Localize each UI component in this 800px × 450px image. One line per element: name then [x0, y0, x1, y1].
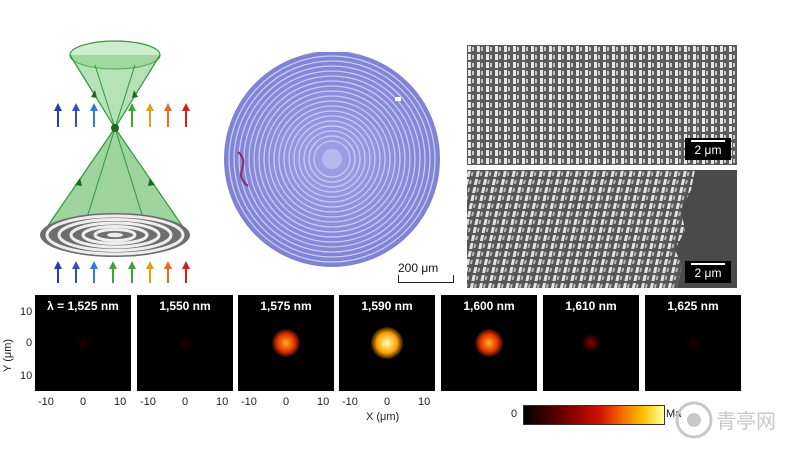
x-tick-label: 10 — [418, 396, 431, 408]
y-axis-label: Y (μm) — [2, 338, 14, 372]
sem-image-top: 2 μm — [467, 45, 737, 165]
lower-cone — [45, 128, 185, 230]
panel-wavelength-label: λ = 1,525 nm — [47, 299, 119, 313]
focal-panel: 1,550 nm — [137, 295, 233, 391]
colorbar-min-label: 0 — [511, 408, 518, 420]
focal-spot — [371, 327, 403, 359]
optical-micrograph: 200 μm — [210, 51, 460, 283]
sem-bottom-scale-label: 2 μm — [694, 266, 722, 280]
panel-wavelength-label: 1,625 nm — [667, 299, 719, 313]
watermark-logo: 青亭网 — [672, 398, 788, 442]
focal-spot — [581, 333, 601, 353]
x-tick-label: 0 — [283, 396, 290, 408]
focal-spot — [271, 328, 301, 358]
panel-wavelength-label: 1,610 nm — [565, 299, 617, 313]
micrograph-scale-bar: 200 μm — [398, 261, 454, 283]
y-tick-label: 10 — [20, 306, 33, 318]
colorbar — [523, 405, 665, 425]
upper-cone — [70, 55, 160, 128]
sem-bottom-scale-bar: 2 μm — [685, 261, 731, 283]
x-tick-label: -10 — [140, 396, 156, 408]
focal-spot — [75, 335, 91, 351]
focal-panel: 1,575 nm — [238, 295, 334, 391]
x-tick-label: 10 — [216, 396, 229, 408]
x-tick-label: -10 — [342, 396, 358, 408]
micrograph-scale-label: 200 μm — [398, 261, 439, 275]
x-tick-label: 0 — [182, 396, 189, 408]
x-tick-label: 10 — [317, 396, 330, 408]
x-tick-label: 0 — [384, 396, 391, 408]
incident-arrows-bottom — [54, 261, 190, 283]
panel-wavelength-label: 1,550 nm — [159, 299, 211, 313]
focal-panel: 1,625 nm — [645, 295, 741, 391]
y-tick-label: 0 — [26, 337, 33, 349]
focal-spot — [474, 328, 504, 358]
focal-panel: 1,610 nm — [543, 295, 639, 391]
incident-arrows-top — [54, 103, 190, 127]
focal-point — [111, 124, 119, 132]
x-tick-label: 10 — [114, 396, 127, 408]
metalens-rings — [40, 213, 190, 257]
svg-text:青亭网: 青亭网 — [716, 409, 776, 433]
x-axis-label: X (μm) — [366, 411, 400, 423]
x-tick-label: -10 — [241, 396, 257, 408]
sem-top-scale-bar: 2 μm — [685, 138, 731, 160]
panel-wavelength-label: 1,575 nm — [260, 299, 312, 313]
x-tick-label: -10 — [38, 396, 54, 408]
focal-panel: λ = 1,525 nm — [35, 295, 131, 391]
y-tick-label: 10 — [20, 370, 33, 382]
sem-top-scale-label: 2 μm — [694, 143, 722, 157]
sem-image-bottom: 2 μm — [467, 170, 737, 288]
micrograph-image — [224, 51, 440, 267]
x-tick-label: 0 — [80, 396, 87, 408]
focal-spot — [685, 335, 701, 351]
panel-wavelength-label: 1,600 nm — [463, 299, 515, 313]
metalens-schematic — [40, 40, 190, 283]
focal-spot — [177, 335, 193, 351]
focal-panel: 1,600 nm — [441, 295, 537, 391]
focal-panel: 1,590 nm — [339, 295, 435, 391]
panel-wavelength-label: 1,590 nm — [361, 299, 413, 313]
